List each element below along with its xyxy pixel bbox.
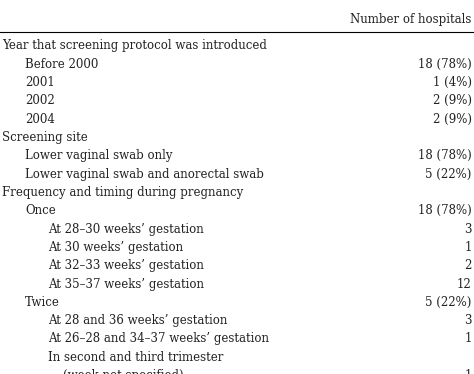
Text: At 35–37 weeks’ gestation: At 35–37 weeks’ gestation [48, 278, 204, 291]
Text: 2 (9%): 2 (9%) [433, 94, 472, 107]
Text: At 30 weeks’ gestation: At 30 weeks’ gestation [48, 241, 183, 254]
Text: Before 2000: Before 2000 [25, 58, 99, 71]
Text: Number of hospitals: Number of hospitals [350, 13, 472, 26]
Text: At 32–33 weeks’ gestation: At 32–33 weeks’ gestation [48, 259, 204, 272]
Text: At 28 and 36 weeks’ gestation: At 28 and 36 weeks’ gestation [48, 314, 227, 327]
Text: At 28–30 weeks’ gestation: At 28–30 weeks’ gestation [48, 223, 204, 236]
Text: 18 (78%): 18 (78%) [418, 204, 472, 217]
Text: 12: 12 [457, 278, 472, 291]
Text: Lower vaginal swab and anorectal swab: Lower vaginal swab and anorectal swab [25, 168, 264, 181]
Text: 1: 1 [464, 241, 472, 254]
Text: 1 (4%): 1 (4%) [433, 76, 472, 89]
Text: 5 (22%): 5 (22%) [425, 168, 472, 181]
Text: Screening site: Screening site [2, 131, 88, 144]
Text: Frequency and timing during pregnancy: Frequency and timing during pregnancy [2, 186, 244, 199]
Text: (week not specified): (week not specified) [48, 369, 183, 374]
Text: 3: 3 [464, 223, 472, 236]
Text: Lower vaginal swab only: Lower vaginal swab only [25, 149, 173, 162]
Text: 3: 3 [464, 314, 472, 327]
Text: In second and third trimester: In second and third trimester [48, 351, 223, 364]
Text: 2002: 2002 [25, 94, 55, 107]
Text: 2: 2 [464, 259, 472, 272]
Text: 1: 1 [464, 369, 472, 374]
Text: 2004: 2004 [25, 113, 55, 126]
Text: At 26–28 and 34–37 weeks’ gestation: At 26–28 and 34–37 weeks’ gestation [48, 332, 269, 346]
Text: Once: Once [25, 204, 56, 217]
Text: 18 (78%): 18 (78%) [418, 58, 472, 71]
Text: 5 (22%): 5 (22%) [425, 296, 472, 309]
Text: 18 (78%): 18 (78%) [418, 149, 472, 162]
Text: 2001: 2001 [25, 76, 55, 89]
Text: Year that screening protocol was introduced: Year that screening protocol was introdu… [2, 39, 267, 52]
Text: 2 (9%): 2 (9%) [433, 113, 472, 126]
Text: Twice: Twice [25, 296, 60, 309]
Text: 1: 1 [464, 332, 472, 346]
